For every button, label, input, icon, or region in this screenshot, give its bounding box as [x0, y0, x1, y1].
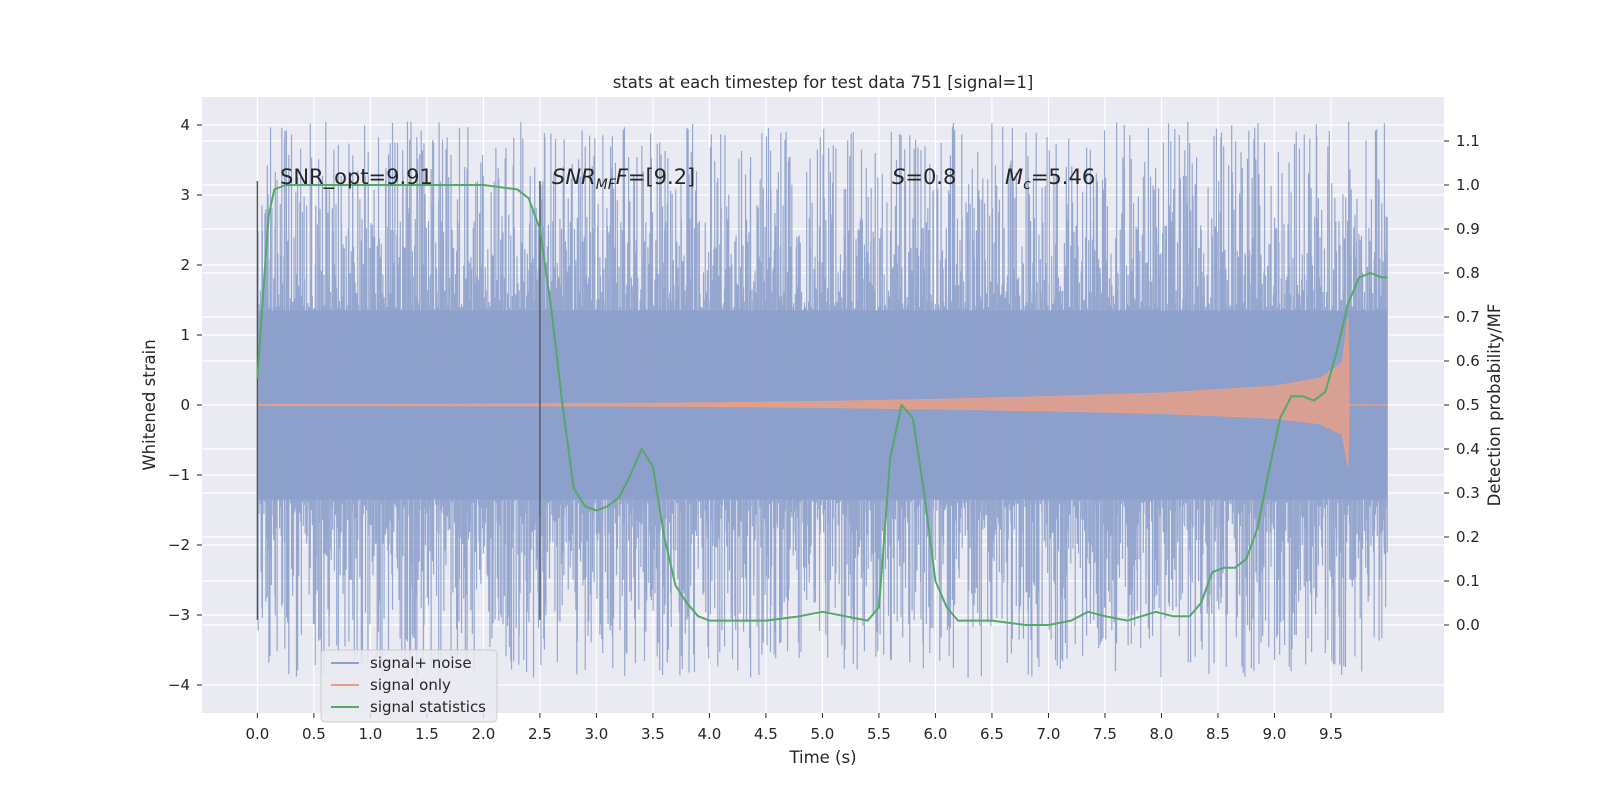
y-tick-label-8: −4: [168, 676, 190, 694]
annotation-s: S=0.8: [892, 165, 956, 189]
y2-tick-label-10: 0.1: [1456, 572, 1480, 590]
annotation-s-value: =0.8: [905, 165, 956, 189]
x-tick-label-17: 8.5: [1206, 725, 1230, 743]
y2-tick-label-3: 0.8: [1456, 264, 1480, 282]
y2-tick-label-8: 0.3: [1456, 484, 1480, 502]
annotation-s-symbol: S: [892, 165, 905, 189]
y-axis-label: Whitened strain: [140, 339, 159, 470]
vertical-markers: [256, 181, 541, 620]
y-tick-label-4: 0: [180, 396, 190, 414]
legend: signal+ noise signal only signal statist…: [320, 649, 498, 723]
x-tick-label-3: 1.5: [415, 725, 439, 743]
y2-tick-label-1: 1.0: [1456, 176, 1480, 194]
y-tick-label-6: −2: [168, 536, 190, 554]
x-tick-label-13: 6.5: [980, 725, 1004, 743]
x-tick-label-10: 5.0: [811, 725, 835, 743]
annotation-mc-symbol: M: [1005, 165, 1023, 189]
x-tick-label-5: 2.5: [528, 725, 552, 743]
annotation-snr-mf: SNRMFF=[9.2]: [552, 165, 695, 193]
chart-title: stats at each timestep for test data 751…: [613, 73, 1034, 92]
y-tick-label-0: 4: [180, 116, 190, 134]
series-signal-statistics: [256, 184, 1388, 626]
legend-label-signal-statistics: signal statistics: [370, 698, 486, 716]
legend-label-signal-plus-noise: signal+ noise: [370, 654, 472, 672]
y2-tick-label-4: 0.7: [1456, 308, 1480, 326]
legend-label-signal-only: signal only: [370, 676, 451, 694]
annotation-mc: Mc=5.46: [1005, 165, 1095, 193]
statistics-line: [256, 184, 1388, 626]
x-tick-label-12: 6.0: [924, 725, 948, 743]
y-tick-label-3: 1: [180, 326, 190, 344]
x-tick-label-11: 5.5: [867, 725, 891, 743]
y2-tick-label-2: 0.9: [1456, 220, 1480, 238]
x-tick-label-6: 3.0: [584, 725, 608, 743]
y2-tick-label-7: 0.4: [1456, 440, 1480, 458]
y2-tick-label-9: 0.2: [1456, 528, 1480, 546]
noise-trace: [257, 121, 1388, 678]
annotation-mc-subscript: c: [1023, 177, 1031, 193]
y-tick-label-5: −1: [168, 466, 190, 484]
x-tick-label-8: 4.0: [697, 725, 721, 743]
x-tick-label-18: 9.0: [1263, 725, 1287, 743]
annotation-snr-mf-symbol: SNR: [552, 165, 596, 189]
x-tick-label-15: 7.5: [1093, 725, 1117, 743]
y2-tick-label-11: 0.0: [1456, 616, 1480, 634]
y-axis-left: 4 3 2 1 0 −1 −2 −3 −4: [168, 116, 202, 694]
x-axis: 0.0 0.5 1.0 1.5 2.0 2.5 3.0 3.5 4.0 4.5 5.0 5.5 6.0 6…: [245, 713, 1343, 743]
y-tick-label-2: 2: [180, 256, 190, 274]
y-tick-label-7: −3: [168, 606, 190, 624]
legend-box: [320, 649, 498, 723]
x-tick-label-2: 1.0: [358, 725, 382, 743]
y-axis-right-label: Detection probability/MF: [1485, 304, 1504, 507]
x-tick-label-19: 9.5: [1319, 725, 1343, 743]
x-tick-label-16: 8.0: [1150, 725, 1174, 743]
annotation-snr-mf-value: =[9.2]: [628, 165, 695, 189]
x-tick-label-0: 0.0: [245, 725, 269, 743]
x-tick-label-9: 4.5: [754, 725, 778, 743]
y2-tick-label-0: 1.1: [1456, 132, 1480, 150]
annotation-mc-value: =5.46: [1031, 165, 1095, 189]
y2-tick-label-6: 0.5: [1456, 396, 1480, 414]
y-tick-label-1: 3: [180, 186, 190, 204]
x-tick-label-1: 0.5: [302, 725, 326, 743]
x-axis-label: Time (s): [788, 748, 856, 767]
x-tick-label-4: 2.0: [471, 725, 495, 743]
x-tick-label-14: 7.0: [1037, 725, 1061, 743]
x-tick-label-7: 3.5: [641, 725, 665, 743]
annotation-snr-opt: SNR_opt=9.91: [280, 165, 433, 190]
y2-tick-label-5: 0.6: [1456, 352, 1480, 370]
y-axis-right: 1.1 1.0 0.9 0.8 0.7 0.6 0.5 0.4 0.3 0.2 0.1 0.0: [1444, 132, 1480, 634]
series-signal-only: [256, 317, 1388, 467]
annotation-snr-mf-subscript: MF: [596, 177, 617, 193]
